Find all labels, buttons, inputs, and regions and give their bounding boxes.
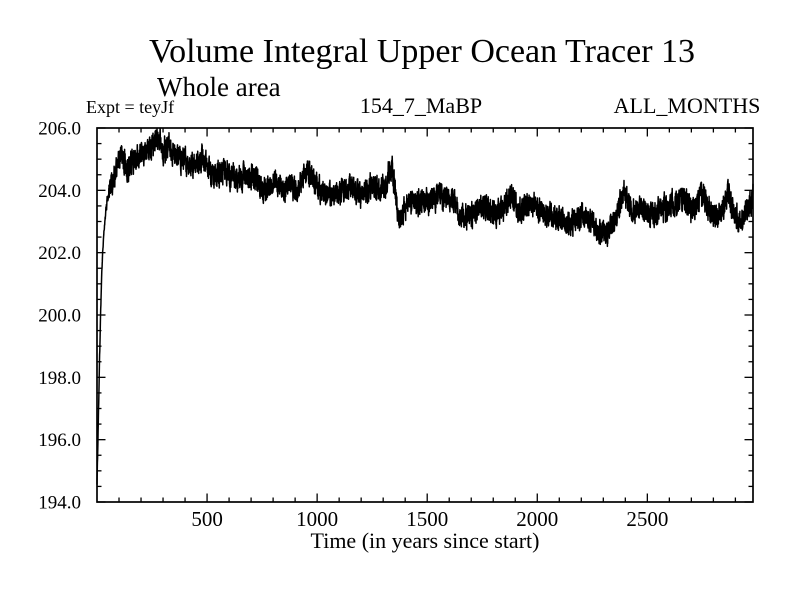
x-tick-label: 1500 [406, 507, 448, 531]
chart-subtitle: Whole area [157, 72, 281, 102]
dataset-label: 154_7_MaBP [359, 93, 483, 118]
x-tick-label: 2000 [516, 507, 558, 531]
x-tick-label: 2500 [626, 507, 668, 531]
x-tick-label: 500 [191, 507, 223, 531]
y-tick-label: 202.0 [38, 243, 81, 264]
y-tick-label: 194.0 [38, 493, 81, 514]
data-series-line [96, 127, 754, 486]
x-tick-label: 1000 [296, 507, 338, 531]
y-tick-label: 200.0 [38, 306, 81, 327]
experiment-label: Expt = teyJf [86, 97, 175, 117]
months-label: ALL_MONTHS [613, 93, 761, 118]
y-tick-label: 204.0 [38, 181, 81, 202]
chart-title: Volume Integral Upper Ocean Tracer 13 [148, 33, 696, 70]
y-tick-label: 198.0 [38, 368, 81, 389]
y-tick-label: 196.0 [38, 430, 81, 451]
x-axis-label: Time (in years since start) [310, 528, 540, 553]
y-tick-label: 206.0 [38, 119, 81, 140]
plot-frame [96, 127, 754, 503]
